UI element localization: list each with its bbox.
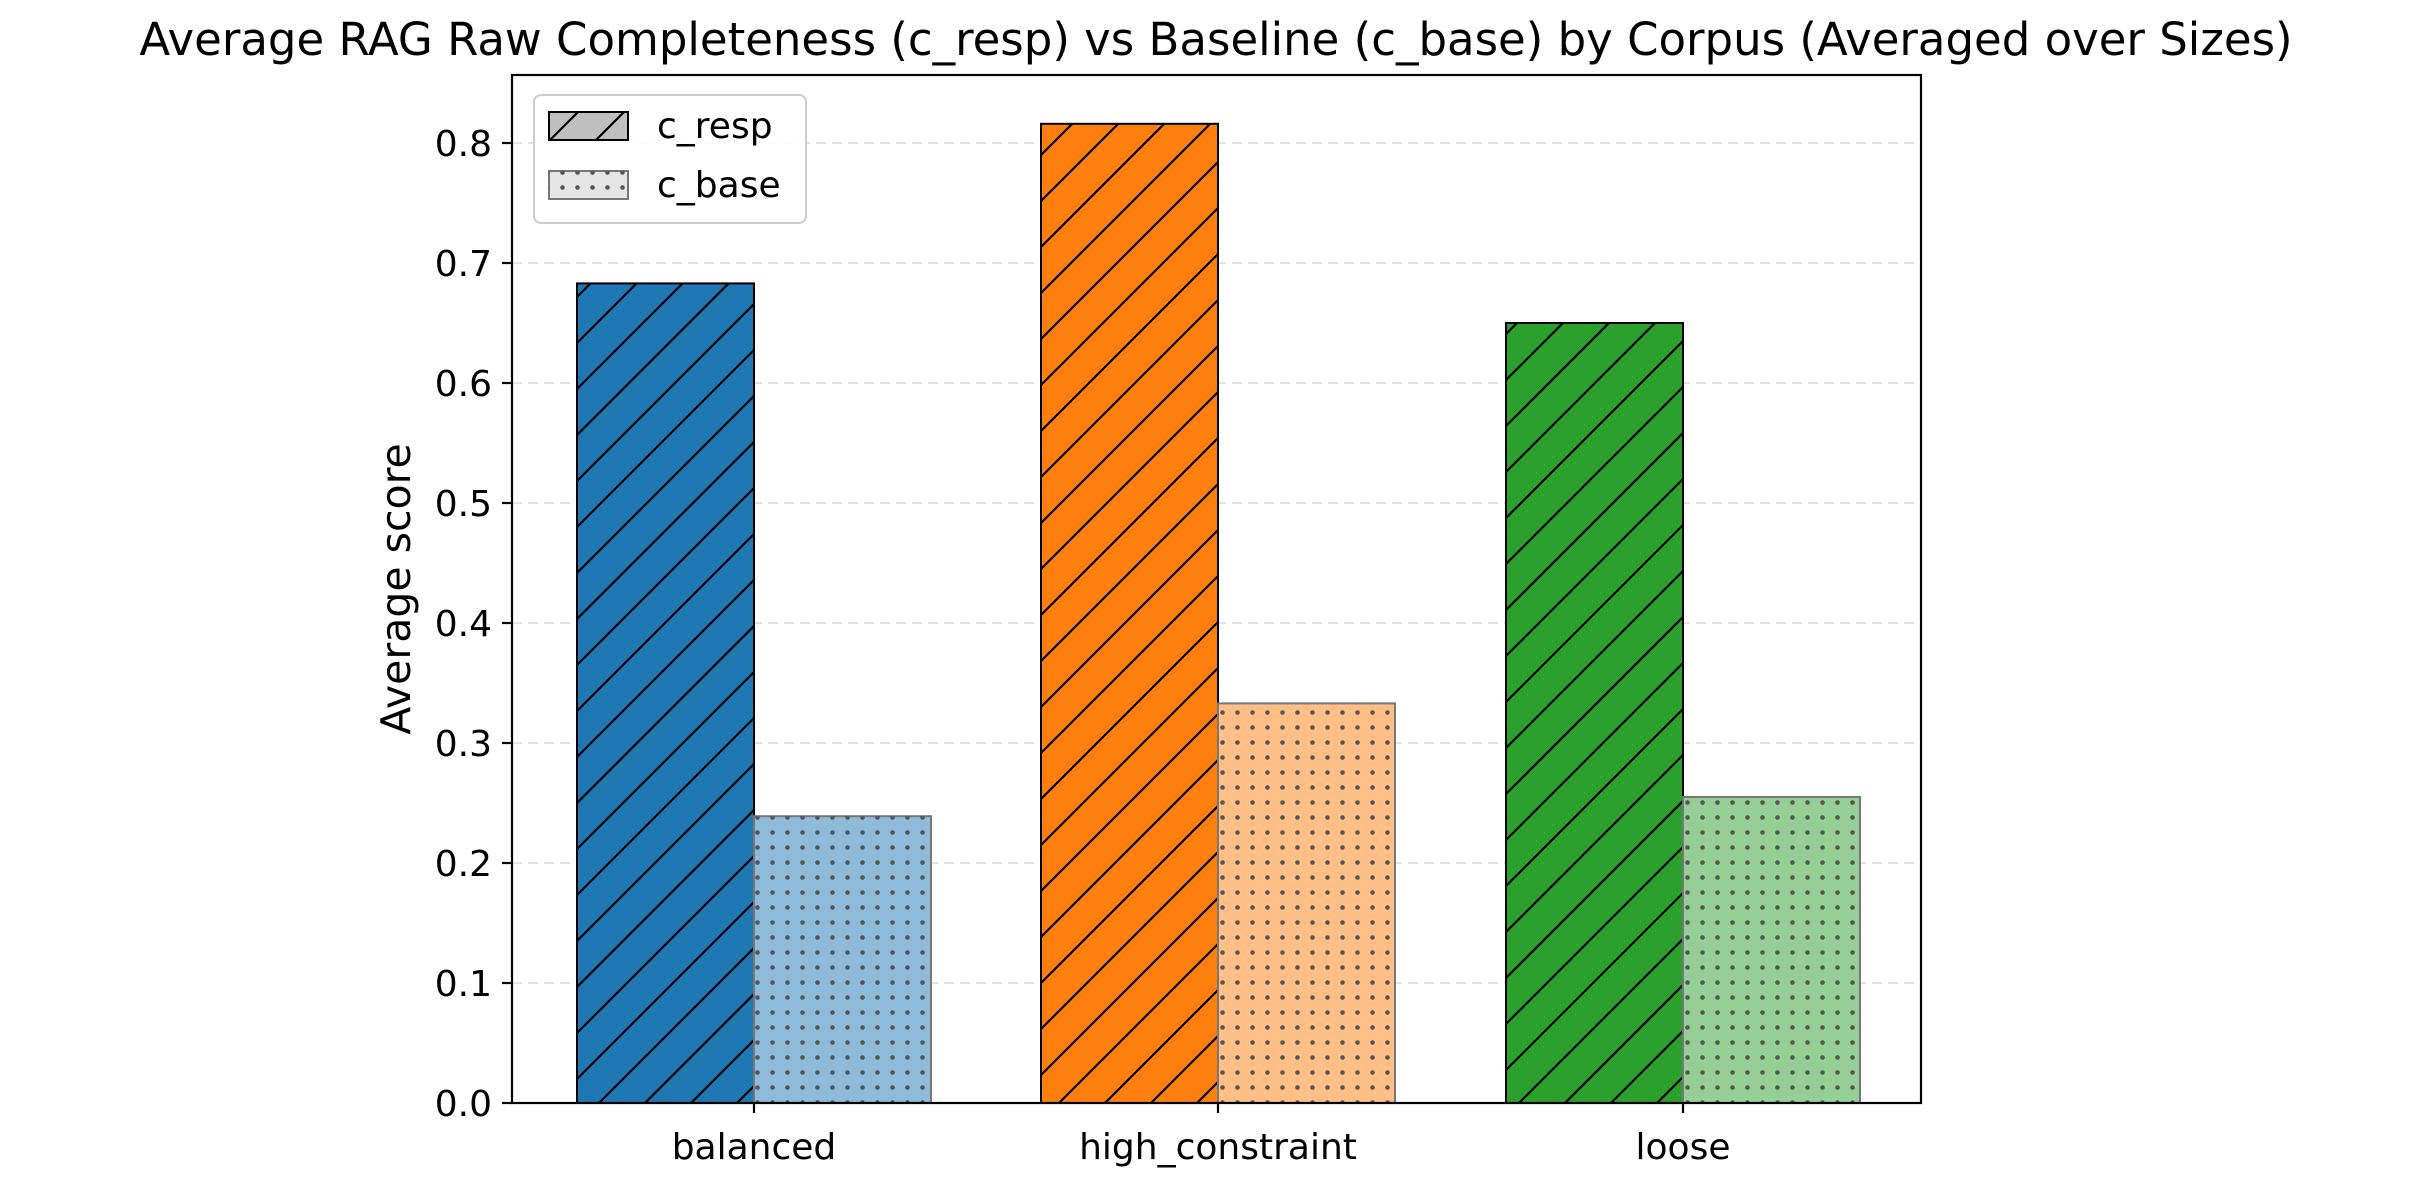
- bar-pattern-c-resp-balanced: [577, 283, 754, 1103]
- y-tick-label: 0.0: [435, 1084, 492, 1125]
- bar-pattern-c-resp-high-constraint: [1041, 123, 1218, 1104]
- legend-swatch-c-base-dots: [549, 171, 628, 199]
- y-tick-label: 0.2: [435, 844, 492, 885]
- legend-label-c-resp: c_resp: [657, 106, 773, 147]
- plot-frame: [510, 73, 1923, 1105]
- y-tick-label: 0.7: [435, 244, 492, 285]
- y-tick-label: 0.5: [435, 484, 492, 525]
- bars: [576, 122, 1861, 1105]
- y-tick-label: 0.8: [435, 124, 492, 165]
- legend: c_resp c_base: [533, 94, 807, 224]
- bar-pattern-c-base-high-constraint: [1218, 703, 1395, 1103]
- bar-pattern-c-base-balanced: [754, 816, 931, 1103]
- y-tick-label: 0.4: [435, 604, 492, 645]
- bar-pattern-c-resp-loose: [1506, 323, 1683, 1103]
- y-axis-ticks: 0.0 0.1 0.2 0.3 0.4 0.5 0.6 0.7 0.8: [435, 124, 512, 1125]
- x-axis-ticks: balanced high_constraint loose: [672, 1103, 1731, 1168]
- x-tick-label: high_constraint: [1079, 1127, 1357, 1168]
- x-tick-label: balanced: [672, 1127, 837, 1168]
- y-axis-label: Average score: [372, 443, 420, 735]
- chart-title: Average RAG Raw Completeness (c_resp) vs…: [139, 13, 2292, 66]
- y-tick-label: 0.3: [435, 724, 492, 765]
- y-tick-label: 0.1: [435, 964, 492, 1005]
- x-tick-label: loose: [1636, 1127, 1731, 1168]
- legend-swatch-c-resp-hatch: [549, 112, 628, 140]
- bar-pattern-c-base-loose: [1683, 797, 1860, 1103]
- legend-label-c-base: c_base: [657, 165, 781, 206]
- y-tick-label: 0.6: [435, 364, 492, 405]
